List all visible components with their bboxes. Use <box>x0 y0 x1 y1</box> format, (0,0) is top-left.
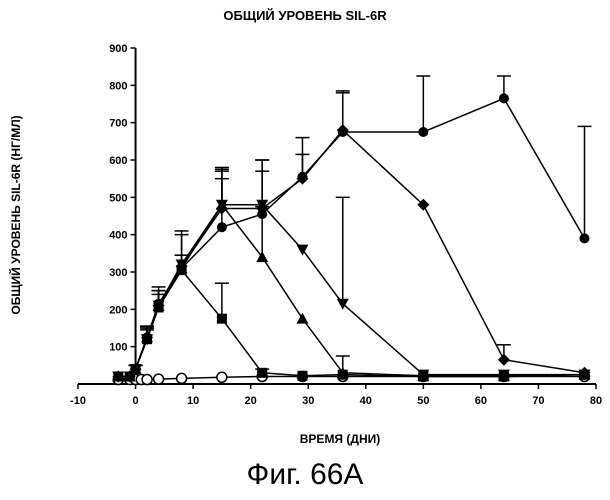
axis-labels: -10 0 10 20 30 40 50 60 70 80 100 200 300 400 500 600 70… <box>70 43 602 407</box>
x-tick-label: 60 <box>475 395 487 407</box>
data-point <box>217 222 227 232</box>
x-tick-label: 0 <box>132 395 138 407</box>
data-point <box>154 374 164 384</box>
series-diamond <box>112 93 590 383</box>
data-point <box>257 209 267 219</box>
data-point <box>418 127 428 137</box>
data-point <box>579 233 589 243</box>
x-tick-label: 30 <box>302 395 314 407</box>
data-point <box>142 375 152 385</box>
series-line <box>118 270 584 376</box>
data-point <box>177 263 187 273</box>
series-group <box>112 76 591 385</box>
y-tick-label: 700 <box>109 118 127 130</box>
data-point <box>338 127 348 137</box>
y-tick-label: 900 <box>109 43 127 55</box>
y-tick-label: 200 <box>109 304 127 316</box>
x-tick-label: -10 <box>70 395 86 407</box>
data-point <box>296 245 308 256</box>
data-point <box>217 314 227 324</box>
axes <box>78 48 596 389</box>
y-axis-title: ОБЩИЙ УРОВЕНЬ SIL-6R (НГ/МЛ) <box>8 115 23 314</box>
x-tick-label: 10 <box>187 395 199 407</box>
series-line <box>118 130 584 376</box>
y-tick-label: 600 <box>109 155 127 167</box>
data-point <box>297 371 307 381</box>
data-point <box>142 332 152 342</box>
figure-caption: Фиг. 66А <box>0 458 610 492</box>
x-tick-label: 80 <box>590 395 602 407</box>
data-point <box>113 372 123 382</box>
series-line <box>118 98 584 376</box>
data-point <box>296 313 308 324</box>
x-axis-title: ВРЕМЯ (ДНИ) <box>300 432 380 446</box>
data-point <box>154 299 164 309</box>
x-tick-label: 70 <box>532 395 544 407</box>
series-filled-circle <box>113 76 591 382</box>
x-tick-label: 40 <box>360 395 372 407</box>
y-tick-label: 400 <box>109 230 127 242</box>
y-tick-label: 500 <box>109 192 127 204</box>
y-tick-label: 300 <box>109 267 127 279</box>
data-point <box>499 93 509 103</box>
y-tick-label: 800 <box>109 80 127 92</box>
x-tick-label: 50 <box>417 395 429 407</box>
y-tick-label: 100 <box>109 342 127 354</box>
data-point <box>177 373 187 383</box>
data-point <box>131 364 141 374</box>
data-point <box>217 372 227 382</box>
series-triangle-down <box>112 171 590 382</box>
data-point <box>297 172 307 182</box>
series-square <box>113 265 589 381</box>
x-tick-label: 20 <box>245 395 257 407</box>
data-point <box>257 368 267 378</box>
data-point <box>498 354 510 366</box>
